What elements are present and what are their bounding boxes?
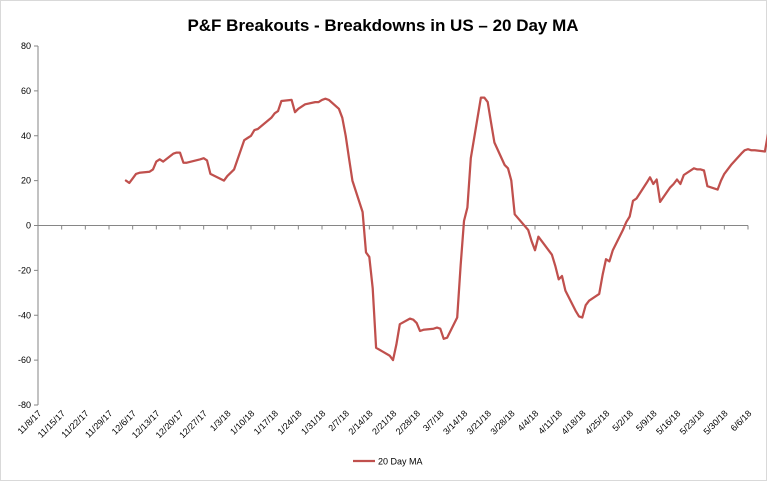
x-tick-label: 1/31/18 xyxy=(299,408,327,436)
x-tick-label: 1/17/18 xyxy=(252,408,280,436)
series-layer xyxy=(124,96,767,362)
x-tick-label: 5/30/18 xyxy=(701,408,729,436)
chart-title: P&F Breakouts - Breakdowns in US – 20 Da… xyxy=(187,16,578,35)
x-tick-label: 2/28/18 xyxy=(394,408,422,436)
x-tick-label: 1/24/18 xyxy=(275,408,303,436)
x-tick-label: 2/21/18 xyxy=(370,408,398,436)
y-tick-label: 40 xyxy=(21,131,31,141)
x-tick-label: 5/16/18 xyxy=(654,408,682,436)
x-tick-label: 3/14/18 xyxy=(441,408,469,436)
y-tick-label: 60 xyxy=(21,86,31,96)
x-tick-label: 2/14/18 xyxy=(346,408,374,436)
x-tick-label: 4/18/18 xyxy=(559,408,587,436)
y-tick-label: -60 xyxy=(18,355,31,365)
x-tick-label: 6/6/18 xyxy=(729,408,754,433)
x-tick-label: 4/25/18 xyxy=(583,408,611,436)
y-tick-label: 20 xyxy=(21,176,31,186)
x-axis: 11/8/1711/15/1711/22/1711/29/1712/6/1712… xyxy=(16,225,754,440)
x-tick-label: 1/10/18 xyxy=(228,408,256,436)
x-tick-label: 5/23/18 xyxy=(678,408,706,436)
x-tick-label: 3/21/18 xyxy=(465,408,493,436)
y-tick-label: -20 xyxy=(18,265,31,275)
y-tick-label: -40 xyxy=(18,310,31,320)
y-tick-label: -80 xyxy=(18,400,31,410)
y-axis: -80 -60 -40 -20 0 20 40 60 80 xyxy=(18,41,39,410)
x-tick-label: 5/2/18 xyxy=(610,408,635,433)
y-tick-label: 80 xyxy=(21,41,31,51)
legend: 20 Day MA xyxy=(353,457,423,467)
x-tick-label: 4/11/18 xyxy=(536,408,564,436)
series-line-20-day-ma xyxy=(124,96,767,362)
legend-label: 20 Day MA xyxy=(378,457,423,467)
x-tick-label: 3/28/18 xyxy=(488,408,516,436)
y-tick-label: 0 xyxy=(26,221,31,231)
